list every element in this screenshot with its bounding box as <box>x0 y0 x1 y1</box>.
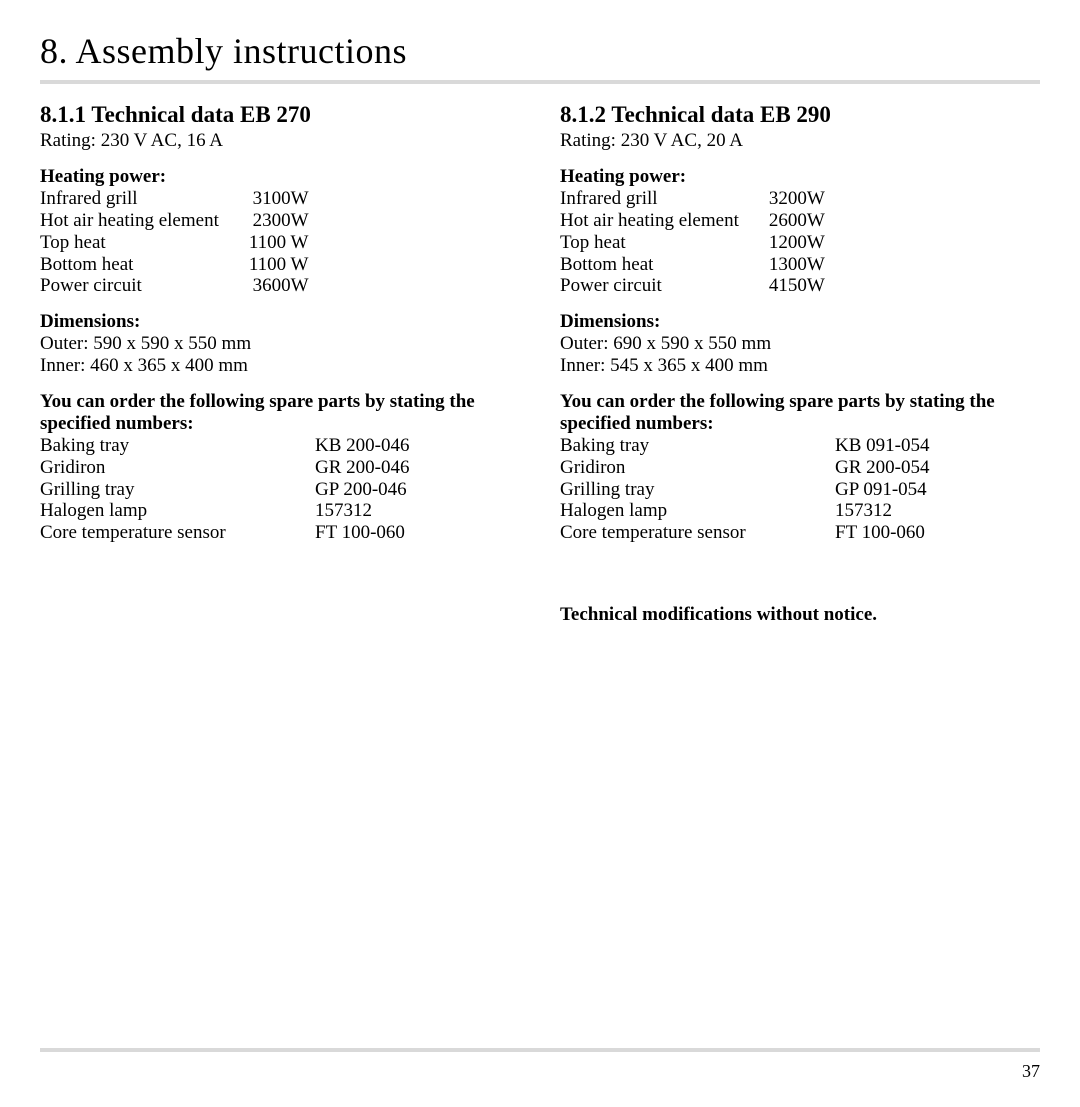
title-divider <box>40 80 1040 84</box>
dim-outer: Outer: 590 x 590 x 550 mm <box>40 333 251 354</box>
left-spare-heading: You can order the following spare parts … <box>40 391 520 435</box>
spec-value: 2600W <box>769 210 825 232</box>
part-label: Baking tray <box>560 435 835 457</box>
part-label: Grilling tray <box>560 479 835 501</box>
spec-value: 1200W <box>769 232 825 254</box>
part-value: GR 200-054 <box>835 457 929 479</box>
table-row: Grilling trayGP 200-046 <box>40 479 409 501</box>
left-dimensions-heading: Dimensions: <box>40 311 520 333</box>
left-heating-power-heading: Heating power: <box>40 166 520 188</box>
spec-value: 2300W <box>249 210 309 232</box>
spec-label: Power circuit <box>40 275 249 297</box>
dim-inner: Inner: 460 x 365 x 400 mm <box>40 355 248 376</box>
table-row: Baking trayKB 091-054 <box>560 435 929 457</box>
left-spare-parts-table: Baking trayKB 200-046 GridironGR 200-046… <box>40 435 409 544</box>
spec-label: Top heat <box>560 232 769 254</box>
table-row: Infrared grill3100W <box>40 188 309 210</box>
right-dimensions: Outer: 690 x 590 x 550 mm Inner: 545 x 3… <box>560 333 1040 377</box>
spec-value: 1100 W <box>249 254 309 276</box>
left-column: 8.1.1 Technical data EB 270 Rating: 230 … <box>40 102 520 645</box>
dim-outer: Outer: 690 x 590 x 550 mm <box>560 333 771 354</box>
spec-label: Bottom heat <box>40 254 249 276</box>
table-row: Halogen lamp157312 <box>560 500 929 522</box>
left-heating-power-table: Infrared grill3100W Hot air heating elem… <box>40 188 309 297</box>
part-label: Baking tray <box>40 435 315 457</box>
spec-label: Top heat <box>40 232 249 254</box>
content-columns: 8.1.1 Technical data EB 270 Rating: 230 … <box>40 102 1040 645</box>
spec-label: Power circuit <box>560 275 769 297</box>
right-spare-parts-table: Baking trayKB 091-054 GridironGR 200-054… <box>560 435 929 544</box>
spec-value: 3100W <box>249 188 309 210</box>
left-section-title: 8.1.1 Technical data EB 270 <box>40 102 520 128</box>
part-value: GP 091-054 <box>835 479 929 501</box>
part-value: GR 200-046 <box>315 457 409 479</box>
part-label: Gridiron <box>560 457 835 479</box>
left-rating: Rating: 230 V AC, 16 A <box>40 130 520 152</box>
table-row: Top heat1200W <box>560 232 825 254</box>
spec-label: Infrared grill <box>560 188 769 210</box>
table-row: GridironGR 200-054 <box>560 457 929 479</box>
spec-value: 3600W <box>249 275 309 297</box>
right-heating-power-heading: Heating power: <box>560 166 1040 188</box>
right-column: 8.1.2 Technical data EB 290 Rating: 230 … <box>560 102 1040 645</box>
table-row: Hot air heating element2300W <box>40 210 309 232</box>
table-row: Core temperature sensorFT 100-060 <box>560 522 929 544</box>
part-value: GP 200-046 <box>315 479 409 501</box>
part-value: KB 200-046 <box>315 435 409 457</box>
dim-inner: Inner: 545 x 365 x 400 mm <box>560 355 768 376</box>
footer-note: Technical modifications without notice. <box>560 604 1040 626</box>
spec-value: 1100 W <box>249 232 309 254</box>
left-dimensions: Outer: 590 x 590 x 550 mm Inner: 460 x 3… <box>40 333 520 377</box>
table-row: Halogen lamp157312 <box>40 500 409 522</box>
part-label: Gridiron <box>40 457 315 479</box>
part-label: Halogen lamp <box>40 500 315 522</box>
table-row: Power circuit3600W <box>40 275 309 297</box>
table-row: Infrared grill3200W <box>560 188 825 210</box>
table-row: Grilling trayGP 091-054 <box>560 479 929 501</box>
part-label: Halogen lamp <box>560 500 835 522</box>
spec-label: Hot air heating element <box>560 210 769 232</box>
spec-value: 3200W <box>769 188 825 210</box>
spec-value: 1300W <box>769 254 825 276</box>
table-row: Core temperature sensorFT 100-060 <box>40 522 409 544</box>
spec-label: Infrared grill <box>40 188 249 210</box>
table-row: Power circuit4150W <box>560 275 825 297</box>
table-row: GridironGR 200-046 <box>40 457 409 479</box>
table-row: Bottom heat1100 W <box>40 254 309 276</box>
part-value: 157312 <box>835 500 929 522</box>
table-row: Top heat1100 W <box>40 232 309 254</box>
right-section-title: 8.1.2 Technical data EB 290 <box>560 102 1040 128</box>
part-label: Core temperature sensor <box>40 522 315 544</box>
bottom-divider <box>40 1048 1040 1052</box>
spec-value: 4150W <box>769 275 825 297</box>
table-row: Baking trayKB 200-046 <box>40 435 409 457</box>
right-heating-power-table: Infrared grill3200W Hot air heating elem… <box>560 188 825 297</box>
part-value: KB 091-054 <box>835 435 929 457</box>
table-row: Bottom heat1300W <box>560 254 825 276</box>
part-value: FT 100-060 <box>835 522 929 544</box>
part-value: 157312 <box>315 500 409 522</box>
part-label: Grilling tray <box>40 479 315 501</box>
right-rating: Rating: 230 V AC, 20 A <box>560 130 1040 152</box>
part-value: FT 100-060 <box>315 522 409 544</box>
part-label: Core temperature sensor <box>560 522 835 544</box>
page-title: 8. Assembly instructions <box>40 30 1040 72</box>
right-spare-heading: You can order the following spare parts … <box>560 391 1040 435</box>
spec-label: Bottom heat <box>560 254 769 276</box>
right-dimensions-heading: Dimensions: <box>560 311 1040 333</box>
spec-label: Hot air heating element <box>40 210 249 232</box>
table-row: Hot air heating element2600W <box>560 210 825 232</box>
page-number: 37 <box>1022 1061 1040 1082</box>
